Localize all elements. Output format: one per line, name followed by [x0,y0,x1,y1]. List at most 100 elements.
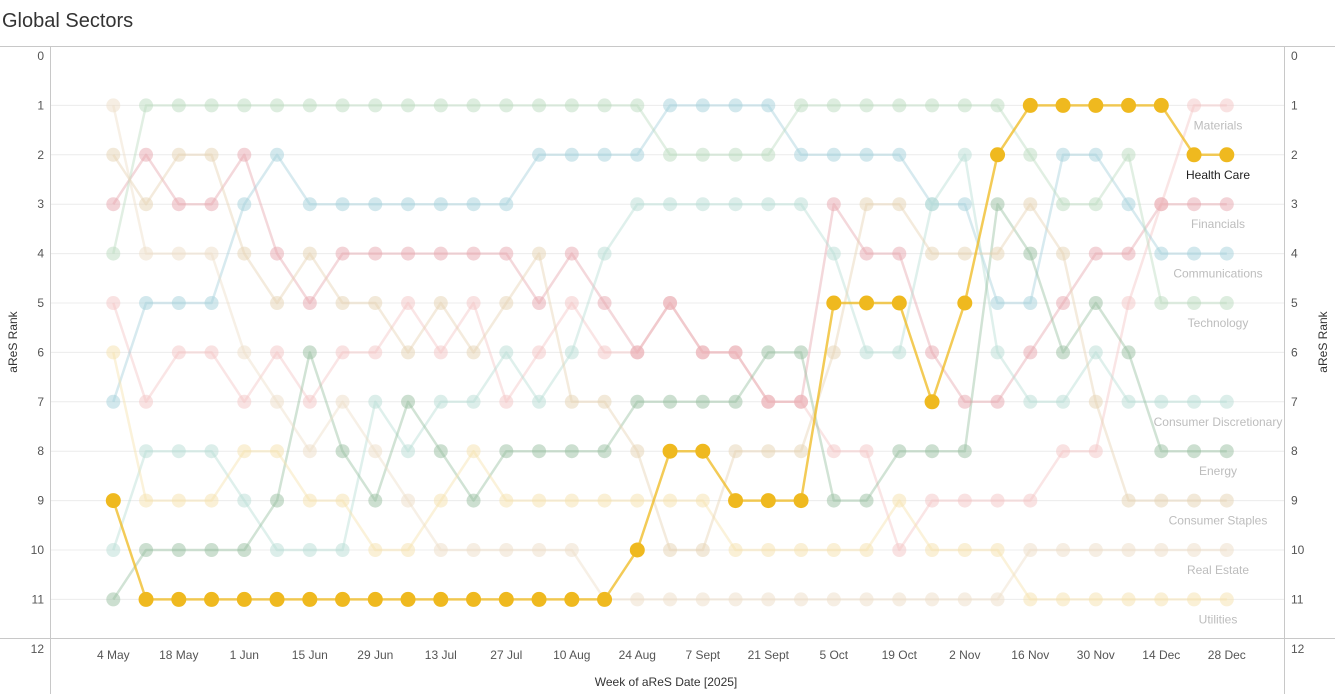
data-point[interactable] [957,543,972,557]
data-point[interactable] [1154,394,1169,409]
data-point[interactable] [204,543,219,557]
data-point[interactable] [1219,394,1234,409]
data-point[interactable] [401,493,416,508]
data-point[interactable] [204,345,219,360]
data-point[interactable] [302,246,317,261]
data-point[interactable] [990,296,1005,310]
data-point[interactable] [335,394,350,409]
data-point[interactable] [663,197,678,212]
data-point[interactable] [204,147,219,162]
data-point[interactable] [1121,246,1136,261]
data-point[interactable] [1023,394,1038,409]
data-point[interactable] [139,197,154,212]
data-point[interactable] [826,197,841,212]
data-point[interactable] [368,394,383,409]
data-point[interactable] [1023,345,1038,360]
data-point[interactable] [663,592,678,607]
data-point[interactable] [499,345,514,360]
data-point[interactable] [793,493,809,509]
data-point[interactable] [1022,97,1038,113]
data-point[interactable] [1088,394,1103,409]
data-point[interactable] [761,592,776,607]
data-point[interactable] [1121,345,1136,360]
data-point[interactable] [761,345,776,360]
data-point[interactable] [728,98,743,113]
data-point[interactable] [1219,197,1234,212]
data-point[interactable] [270,345,285,360]
data-point[interactable] [761,543,776,557]
data-point[interactable] [859,295,875,311]
data-point[interactable] [1121,592,1136,607]
data-point[interactable] [925,493,940,508]
data-point[interactable] [826,295,842,311]
data-point[interactable] [1187,543,1202,557]
data-point[interactable] [1219,444,1234,459]
data-point[interactable] [1121,197,1136,212]
data-point[interactable] [957,394,972,409]
data-point[interactable] [1023,592,1038,607]
data-point[interactable] [1056,444,1071,459]
data-point[interactable] [532,296,547,310]
data-point[interactable] [564,296,579,310]
data-point[interactable] [1121,394,1136,409]
data-point[interactable] [760,493,776,509]
data-point[interactable] [532,543,547,557]
data-point[interactable] [1219,543,1234,557]
data-point[interactable] [630,444,645,459]
data-point[interactable] [499,543,514,557]
data-point[interactable] [433,493,448,508]
data-point[interactable] [106,543,121,557]
data-point[interactable] [1088,197,1103,212]
data-point[interactable] [794,197,809,212]
data-point[interactable] [1154,444,1169,459]
data-point[interactable] [204,296,219,310]
data-point[interactable] [1219,98,1234,113]
data-point[interactable] [106,296,121,310]
data-point[interactable] [335,197,350,212]
data-point[interactable] [1088,97,1104,113]
data-point[interactable] [368,246,383,261]
data-point[interactable] [433,197,448,212]
data-point[interactable] [892,98,907,113]
data-point[interactable] [761,147,776,162]
data-point[interactable] [1023,296,1038,310]
data-point[interactable] [1219,296,1234,310]
data-point[interactable] [1153,97,1169,113]
data-point[interactable] [630,345,645,360]
data-point[interactable] [597,493,612,508]
data-point[interactable] [1056,592,1071,607]
data-point[interactable] [302,591,318,607]
data-point[interactable] [826,345,841,360]
data-point[interactable] [171,444,186,459]
data-point[interactable] [564,493,579,508]
data-point[interactable] [433,444,448,459]
data-point[interactable] [401,345,416,360]
data-point[interactable] [237,444,252,459]
data-point[interactable] [466,394,481,409]
data-point[interactable] [1056,394,1071,409]
data-point[interactable] [728,197,743,212]
data-point[interactable] [171,296,186,310]
data-point[interactable] [892,246,907,261]
data-point[interactable] [892,493,907,508]
data-point[interactable] [1023,543,1038,557]
data-point[interactable] [564,591,580,607]
data-point[interactable] [1154,592,1169,607]
data-point[interactable] [335,543,350,557]
data-point[interactable] [1219,493,1234,508]
data-point[interactable] [466,493,481,508]
data-point[interactable] [1121,493,1136,508]
data-point[interactable] [106,246,121,261]
data-point[interactable] [695,197,710,212]
data-point[interactable] [302,296,317,310]
data-point[interactable] [237,147,252,162]
data-point[interactable] [892,147,907,162]
data-point[interactable] [924,394,940,410]
data-point[interactable] [564,345,579,360]
data-point[interactable] [302,197,317,212]
data-point[interactable] [499,246,514,261]
data-point[interactable] [1187,444,1202,459]
data-point[interactable] [761,197,776,212]
data-point[interactable] [105,493,121,509]
data-point[interactable] [237,543,252,557]
